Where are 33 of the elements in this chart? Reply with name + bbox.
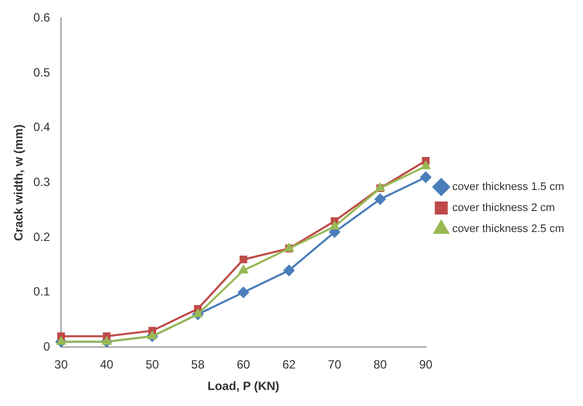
x-tick-label: 60 bbox=[236, 358, 250, 372]
point bbox=[421, 161, 430, 170]
point bbox=[148, 331, 157, 340]
point bbox=[374, 194, 386, 205]
point bbox=[193, 309, 202, 318]
y-tick-label: 0.6 bbox=[33, 10, 50, 25]
y-tick-label: 0.5 bbox=[33, 65, 50, 80]
x-axis-title: Load, P (KN) bbox=[208, 379, 280, 394]
legend-label: cover thickness 2.5 cm bbox=[452, 223, 564, 236]
x-tick-label: 80 bbox=[373, 358, 388, 372]
y-tick-label: 0.4 bbox=[33, 120, 50, 134]
y-tick-label: 0.1 bbox=[33, 284, 50, 299]
point bbox=[238, 286, 249, 298]
x-tick-label: 58 bbox=[191, 358, 205, 372]
y-tick-label: 0 bbox=[43, 340, 50, 354]
y-tick-label: 0.3 bbox=[33, 175, 50, 190]
point bbox=[284, 264, 294, 276]
legend-label: cover thickness 2 cm bbox=[452, 202, 555, 214]
x-tick-label: 50 bbox=[146, 358, 160, 372]
x-tick-label: 90 bbox=[419, 358, 433, 372]
x-tick-label: 62 bbox=[282, 358, 296, 372]
point bbox=[240, 256, 248, 264]
point bbox=[238, 265, 248, 274]
x-tick-label: 40 bbox=[100, 358, 114, 372]
legend-label: cover thickness 1.5 cm bbox=[452, 181, 564, 194]
point bbox=[330, 222, 340, 230]
x-tick-label: 30 bbox=[54, 358, 68, 372]
x-tick-label: 70 bbox=[328, 358, 342, 372]
point bbox=[420, 172, 432, 183]
y-axis-title: Crack width, w (mm) bbox=[12, 124, 26, 242]
y-tick-label: 0.2 bbox=[33, 230, 50, 244]
point bbox=[102, 336, 112, 345]
point bbox=[56, 336, 66, 345]
